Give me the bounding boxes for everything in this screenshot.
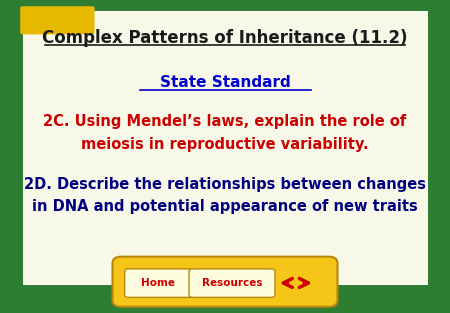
FancyBboxPatch shape — [22, 11, 427, 285]
Text: 2D. Describe the relationships between changes
in DNA and potential appearance o: 2D. Describe the relationships between c… — [24, 177, 426, 214]
FancyBboxPatch shape — [112, 257, 338, 307]
Text: Complex Patterns of Inheritance (11.2): Complex Patterns of Inheritance (11.2) — [42, 28, 408, 47]
Text: Home: Home — [141, 278, 176, 288]
FancyBboxPatch shape — [189, 269, 275, 297]
FancyBboxPatch shape — [125, 269, 193, 297]
Text: State Standard: State Standard — [160, 75, 290, 90]
Text: 2C. Using Mendel’s laws, explain the role of
meiosis in reproductive variability: 2C. Using Mendel’s laws, explain the rol… — [43, 115, 407, 151]
Text: Resources: Resources — [202, 278, 262, 288]
FancyBboxPatch shape — [20, 6, 94, 34]
